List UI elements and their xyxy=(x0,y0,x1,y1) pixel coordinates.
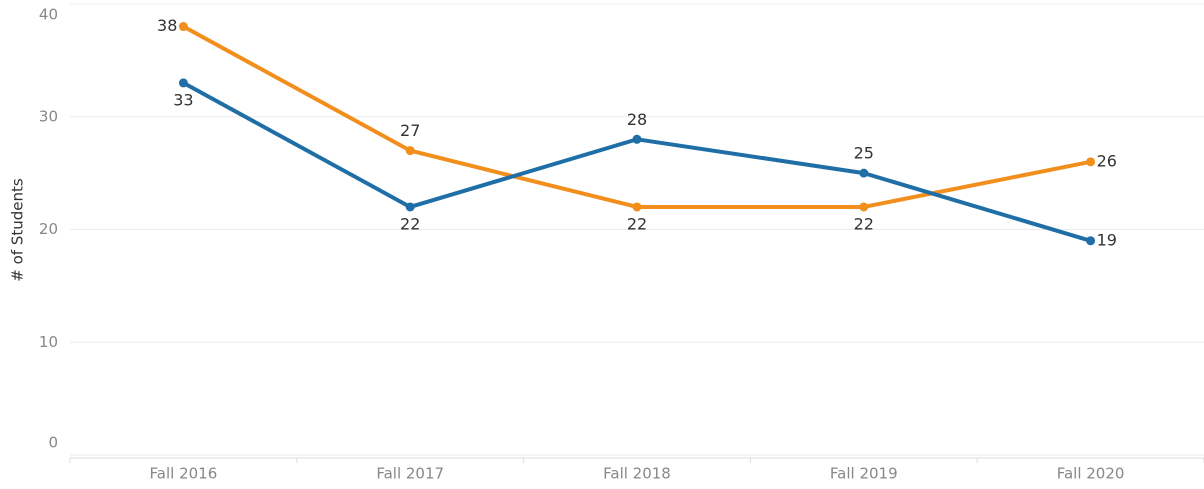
point xyxy=(1086,157,1096,167)
point xyxy=(632,134,642,144)
point xyxy=(178,22,188,32)
point xyxy=(405,202,415,212)
y-tick-label: 10 xyxy=(39,333,58,351)
point xyxy=(178,78,188,88)
y-axis-title: # of Students xyxy=(9,178,27,282)
data-label: 19 xyxy=(1097,230,1117,249)
data-label: 22 xyxy=(400,214,420,233)
y-tick-label: 30 xyxy=(39,107,58,125)
point xyxy=(405,146,415,156)
data-label: 22 xyxy=(854,214,874,233)
data-label: 27 xyxy=(400,121,420,140)
x-tick-label: Fall 2016 xyxy=(150,465,218,483)
x-tick-label: Fall 2020 xyxy=(1057,465,1125,483)
point xyxy=(1086,236,1096,246)
point xyxy=(859,202,869,212)
y-tick-label: 20 xyxy=(39,220,58,238)
x-tick-label: Fall 2017 xyxy=(376,465,444,483)
data-label: 25 xyxy=(854,144,874,163)
data-label: 22 xyxy=(627,214,647,233)
x-tick-label: Fall 2018 xyxy=(603,465,671,483)
point xyxy=(632,202,642,212)
data-label: 26 xyxy=(1097,151,1117,170)
data-label: 38 xyxy=(157,16,177,35)
point xyxy=(859,168,869,178)
x-tick-label: Fall 2019 xyxy=(830,465,898,483)
y-tick-label: 0 xyxy=(48,434,58,452)
data-label: 28 xyxy=(627,110,647,129)
data-label: 33 xyxy=(173,90,193,109)
y-tick-label: 40 xyxy=(39,6,58,24)
